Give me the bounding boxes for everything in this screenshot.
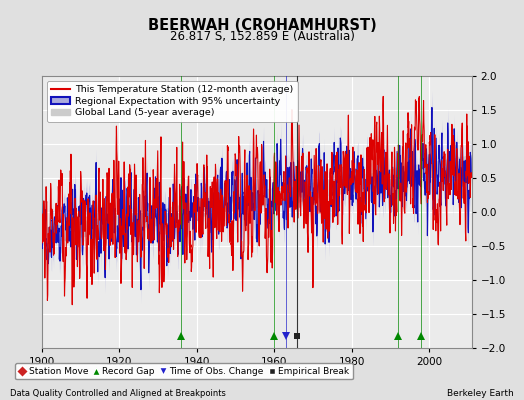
Text: 26.817 S, 152.859 E (Australia): 26.817 S, 152.859 E (Australia) xyxy=(170,30,354,43)
Text: BEERWAH (CROHAMHURST): BEERWAH (CROHAMHURST) xyxy=(148,18,376,33)
Legend: This Temperature Station (12-month average), Regional Expectation with 95% uncer: This Temperature Station (12-month avera… xyxy=(47,81,298,122)
Text: Berkeley Earth: Berkeley Earth xyxy=(447,389,514,398)
Legend: Station Move, Record Gap, Time of Obs. Change, Empirical Break: Station Move, Record Gap, Time of Obs. C… xyxy=(15,363,353,380)
Y-axis label: Temperature Anomaly (°C): Temperature Anomaly (°C) xyxy=(522,138,524,286)
Text: Data Quality Controlled and Aligned at Breakpoints: Data Quality Controlled and Aligned at B… xyxy=(10,389,226,398)
